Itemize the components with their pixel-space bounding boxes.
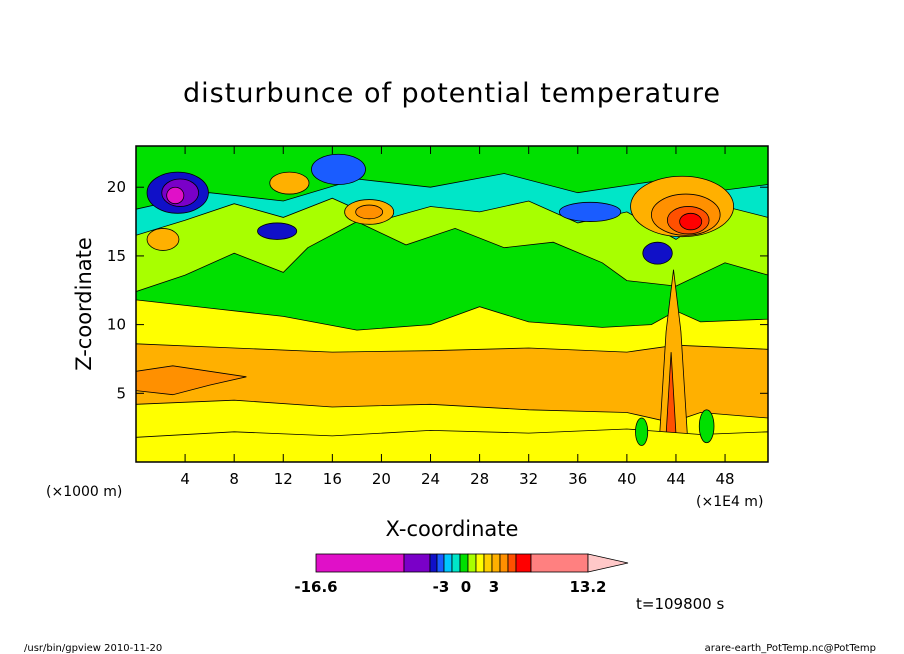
blue-patch: [558, 201, 622, 222]
y-tick-label: 15: [107, 247, 126, 265]
colorbar-swatch: [515, 553, 532, 573]
orange-pocket: [136, 365, 247, 396]
x-tick-label: 4: [180, 470, 190, 488]
x-tick-label: 24: [421, 470, 440, 488]
colorbar-swatch: [467, 553, 477, 573]
x-tick-label: 16: [323, 470, 342, 488]
colorbar-swatch: [483, 553, 493, 573]
blue-patch: [311, 153, 366, 185]
x-tick-label: 28: [470, 470, 489, 488]
colorbar-tick-label: -16.6: [294, 578, 337, 596]
x-axis: 4 8 12 16 20 24 28 32 36 40 44 48: [180, 146, 735, 488]
colorbar-swatch: [459, 553, 469, 573]
min-region-core: [166, 186, 185, 205]
colorbar-swatch: [403, 553, 431, 573]
colorbar-swatch: [507, 553, 517, 573]
orange-band: [136, 343, 768, 422]
colorbar-swatch: [475, 553, 485, 573]
footer-right: arare-earth_PotTemp.nc@PotTemp: [705, 643, 876, 654]
y-tick-label: 10: [107, 316, 126, 334]
x-tick-label: 48: [716, 470, 735, 488]
colorbar-extend-arrow: [587, 553, 629, 573]
x-tick-label: 44: [666, 470, 685, 488]
colorbar-swatch: [429, 553, 438, 573]
colorbar: [315, 553, 629, 573]
colorbar-tick-label: -3: [433, 578, 450, 596]
x-tick-label: 12: [274, 470, 293, 488]
footer-left: /usr/bin/gpview 2010-11-20: [24, 643, 162, 654]
x-axis-label: X-coordinate: [386, 517, 519, 541]
colorbar-swatch: [530, 553, 589, 573]
warm-patch: [269, 171, 310, 195]
x-tick-label: 32: [519, 470, 538, 488]
y-axis: 5 10 15 20: [107, 178, 768, 402]
colorbar-swatch: [436, 553, 445, 573]
warm-patch-core: [355, 204, 384, 220]
colorbar-swatch: [499, 553, 509, 573]
x-unit-note: (×1E4 m): [696, 494, 763, 510]
time-label: t=109800 s: [636, 595, 724, 613]
chart-title: disturbunce of potential temperature: [183, 78, 721, 109]
colorbar-tick-label: 3: [489, 578, 499, 596]
x-tick-label: 36: [568, 470, 587, 488]
warm-patch: [146, 228, 180, 251]
contour-plot-area: [136, 146, 768, 462]
colorbar-swatch: [315, 553, 405, 573]
blue-patch: [257, 222, 298, 240]
colorbar-tick-label: 13.2: [569, 578, 606, 596]
y-tick-label: 20: [107, 178, 126, 196]
x-tick-label: 40: [617, 470, 636, 488]
y-tick-label: 5: [116, 384, 126, 402]
colorbar-tick-labels: -16.6 -3 0 3 13.2: [294, 578, 606, 596]
colorbar-swatch: [451, 553, 461, 573]
bottom-band: [136, 428, 768, 462]
plot-frame: [135, 145, 769, 463]
x-tick-label: 20: [372, 470, 391, 488]
colorbar-swatch: [491, 553, 501, 573]
y-unit-note: (×1000 m): [46, 484, 122, 500]
y-axis-label: Z-coordinate: [72, 237, 96, 371]
colorbar-swatch: [443, 553, 453, 573]
max-region-core: [679, 212, 703, 231]
green-speck: [635, 417, 649, 446]
x-tick-label: 8: [229, 470, 239, 488]
blue-patch: [642, 241, 673, 265]
colorbar-tick-label: 0: [461, 578, 471, 596]
green-speck: [698, 409, 715, 444]
